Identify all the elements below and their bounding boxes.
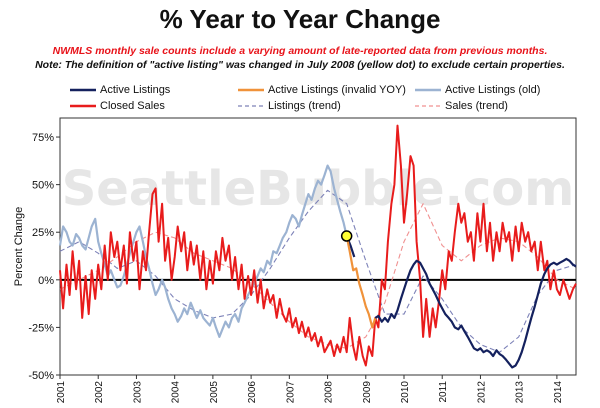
y-tick-label: 75%	[32, 132, 54, 144]
note-late-reported: NWMLS monthly sale counts include a vary…	[52, 45, 548, 57]
plot-frame	[59, 117, 577, 376]
y-tick-label: 50%	[32, 180, 54, 192]
x-tick-label: 2014	[553, 381, 564, 404]
y-axis-label: Percent Change	[13, 207, 25, 287]
series-line-active-invalid	[345, 235, 377, 329]
x-tick-label: 2002	[94, 381, 105, 404]
page-title: % Year to Year Change	[159, 4, 441, 34]
x-tick-label: 2006	[247, 381, 258, 404]
x-tick-label: 2003	[132, 381, 143, 404]
note-definition-change: Note: The definition of "active listing"…	[35, 59, 565, 71]
x-tick-label: 2008	[324, 381, 335, 404]
y-tick-label: -50%	[28, 370, 54, 382]
x-tick-label: 2012	[476, 381, 487, 404]
x-tick-label: 2013	[515, 381, 526, 404]
y-tick-label: 25%	[32, 227, 54, 239]
x-tick-label: 2007	[285, 381, 296, 404]
y-tick-label: 0%	[38, 275, 54, 287]
series-line-sales-trend	[59, 203, 577, 349]
x-tick-label: 2010	[400, 381, 411, 404]
x-tick-label: 2005	[209, 381, 220, 404]
y-tick-label: -25%	[28, 322, 54, 334]
watermark: SeattleBubble.com	[62, 161, 575, 217]
x-tick-label: 2011	[438, 381, 449, 403]
x-tick-label: 2001	[56, 381, 67, 404]
x-tick-label: 2009	[362, 381, 373, 404]
series-line-sales	[59, 124, 577, 367]
x-tick-label: 2004	[171, 381, 182, 404]
series-line-active	[374, 257, 577, 369]
definition-change-marker	[340, 230, 353, 242]
